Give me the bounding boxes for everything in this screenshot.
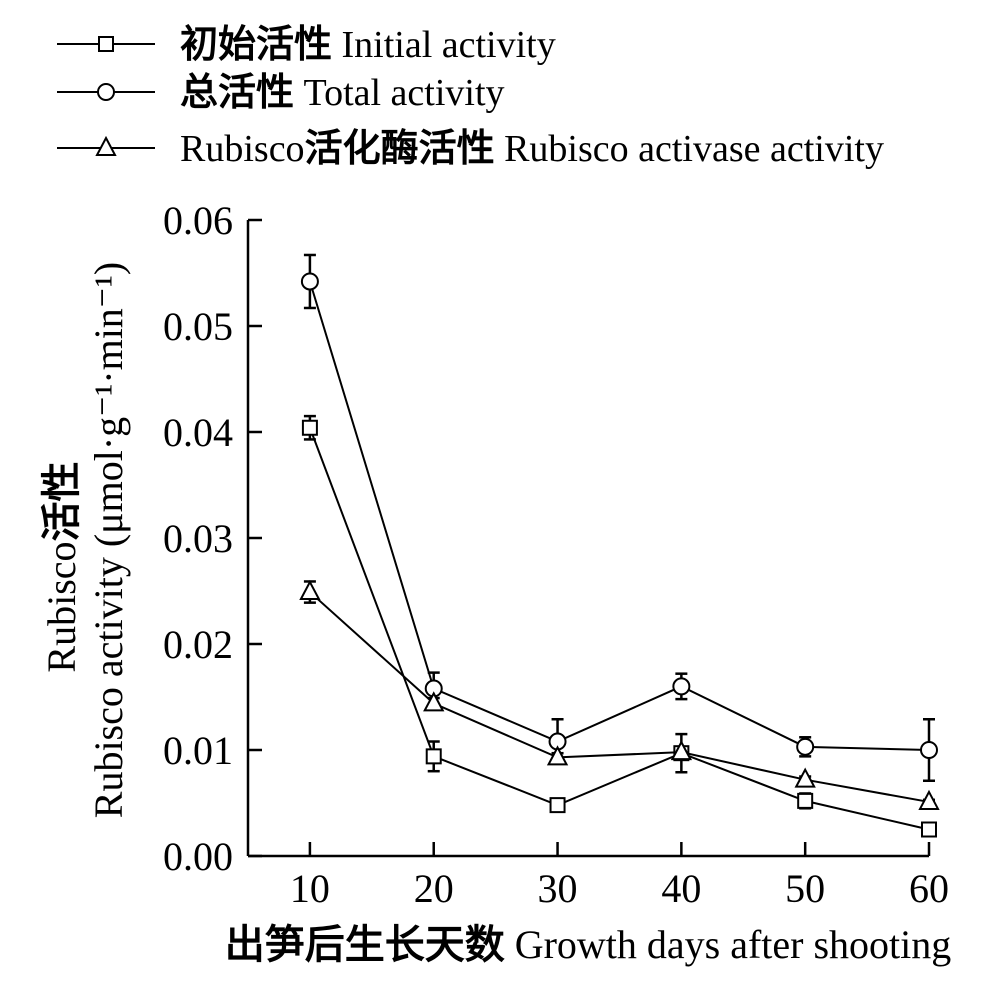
legend-label: Rubisco活化酶活性 Rubisco activase activity — [180, 128, 884, 170]
legend-circle-marker — [97, 83, 115, 101]
rubisco-activase-activity-point-30 — [546, 745, 569, 766]
initial-activity-point-20 — [425, 748, 442, 765]
label-cjk-run: 活化酶活性 — [305, 128, 495, 170]
initial-activity-points — [301, 419, 937, 838]
legend-item-total-activity: 总活性 Total activity — [57, 72, 505, 114]
initial-activity-point-30 — [549, 797, 566, 814]
legend-item-rubisco-activase-activity: Rubisco活化酶活性 Rubisco activase activity — [57, 128, 884, 170]
y-tick-label: 0.02 — [163, 622, 233, 667]
y-tick-label: 0.01 — [163, 728, 233, 773]
x-tick-label: 10 — [290, 866, 330, 911]
y-axis-label-line-2: Rubisco activity (μmol·g⁻¹·min⁻¹) — [86, 262, 131, 818]
total-activity-point-40 — [672, 677, 691, 696]
y-tick-label: 0.00 — [163, 834, 233, 879]
rubisco-activase-activity-line — [309, 591, 930, 803]
x-axis-ticks: 10 20 30 40 50 60 — [290, 842, 949, 911]
label-cjk-run: 总活性 — [180, 72, 294, 114]
y-axis-label-line-1: Rubisco活性 — [39, 461, 84, 672]
label-latin-run: Rubisco — [39, 541, 84, 672]
total-activity-points — [300, 272, 938, 759]
x-tick-label: 50 — [785, 866, 825, 911]
total-activity-point-50 — [796, 737, 815, 756]
x-tick-label: 40 — [661, 866, 701, 911]
data-points — [299, 272, 940, 838]
label-latin-run: Total activity — [294, 72, 505, 114]
rubisco-activase-activity-point-20 — [423, 691, 445, 712]
x-tick-label: 30 — [538, 866, 578, 911]
y-tick-label: 0.05 — [163, 304, 233, 349]
legend-square-marker — [98, 36, 114, 52]
legend-triangle-marker — [95, 135, 117, 156]
total-activity-line — [308, 281, 930, 751]
x-tick-label: 60 — [909, 866, 949, 911]
label-latin-run: Rubisco activity (μmol·g⁻¹·min⁻¹) — [86, 262, 131, 818]
legend-item-initial-activity: 初始活性 Initial activity — [57, 24, 556, 66]
x-axis-label: 出笋后生长天数 Growth days after shooting — [225, 922, 952, 967]
label-latin-run: Initial activity — [332, 24, 556, 66]
initial-activity-point-60 — [921, 821, 937, 838]
initial-activity-line — [308, 427, 930, 831]
plot-area: 0.00 0.01 0.02 0.03 0.04 0.05 0.06 10 20 30 40 50 6… — [163, 198, 949, 911]
label-cjk-run: 出笋后生长天数 — [225, 922, 505, 967]
label-latin-run: Rubisco — [180, 128, 305, 170]
rubisco-activase-activity-points — [299, 579, 940, 810]
label-latin-run: Growth days after shooting — [505, 922, 952, 967]
total-activity-point-10 — [300, 272, 319, 291]
label-cjk-run: 初始活性 — [180, 24, 332, 66]
y-tick-label: 0.04 — [163, 410, 233, 455]
y-axis-ticks: 0.00 0.01 0.02 0.03 0.04 0.05 0.06 — [163, 198, 262, 879]
rubisco-activase-activity-point-50 — [794, 767, 816, 788]
rubisco-activase-activity-point-60 — [918, 789, 940, 810]
series-lines — [308, 281, 930, 831]
label-latin-run: Rubisco activase activity — [495, 128, 884, 170]
x-tick-label: 20 — [414, 866, 454, 911]
rubisco-activase-activity-point-40 — [670, 739, 693, 761]
initial-activity-point-50 — [797, 792, 814, 809]
y-tick-label: 0.06 — [163, 198, 233, 243]
legend: 初始活性 Initial activity 总活性 Total activity R… — [57, 24, 884, 170]
legend-label: 初始活性 Initial activity — [180, 24, 556, 66]
legend-label: 总活性 Total activity — [180, 72, 505, 114]
y-tick-label: 0.03 — [163, 516, 233, 561]
label-cjk-run: 活性 — [39, 461, 84, 541]
initial-activity-point-10 — [301, 419, 318, 436]
total-activity-point-60 — [920, 741, 938, 759]
rubisco-activase-activity-point-10 — [299, 579, 321, 601]
